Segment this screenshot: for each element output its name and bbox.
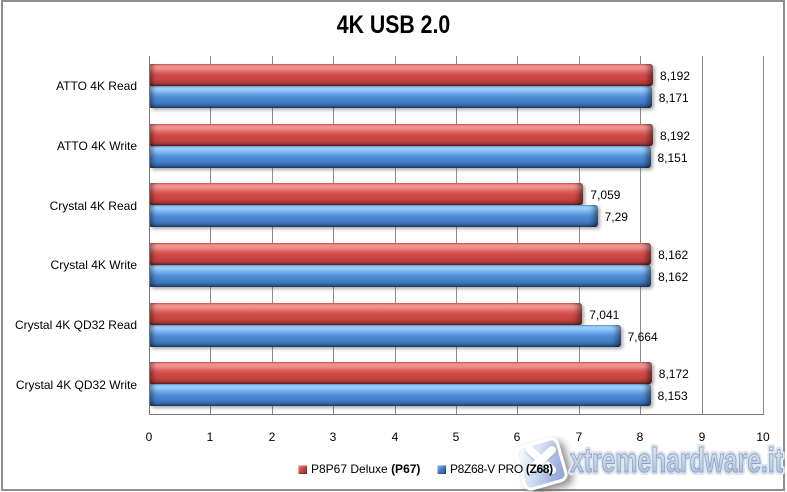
svg-text:xtremehardware.it: xtremehardware.it [570,442,783,480]
svg-text:xtremehardware.it: xtremehardware.it [570,442,783,480]
